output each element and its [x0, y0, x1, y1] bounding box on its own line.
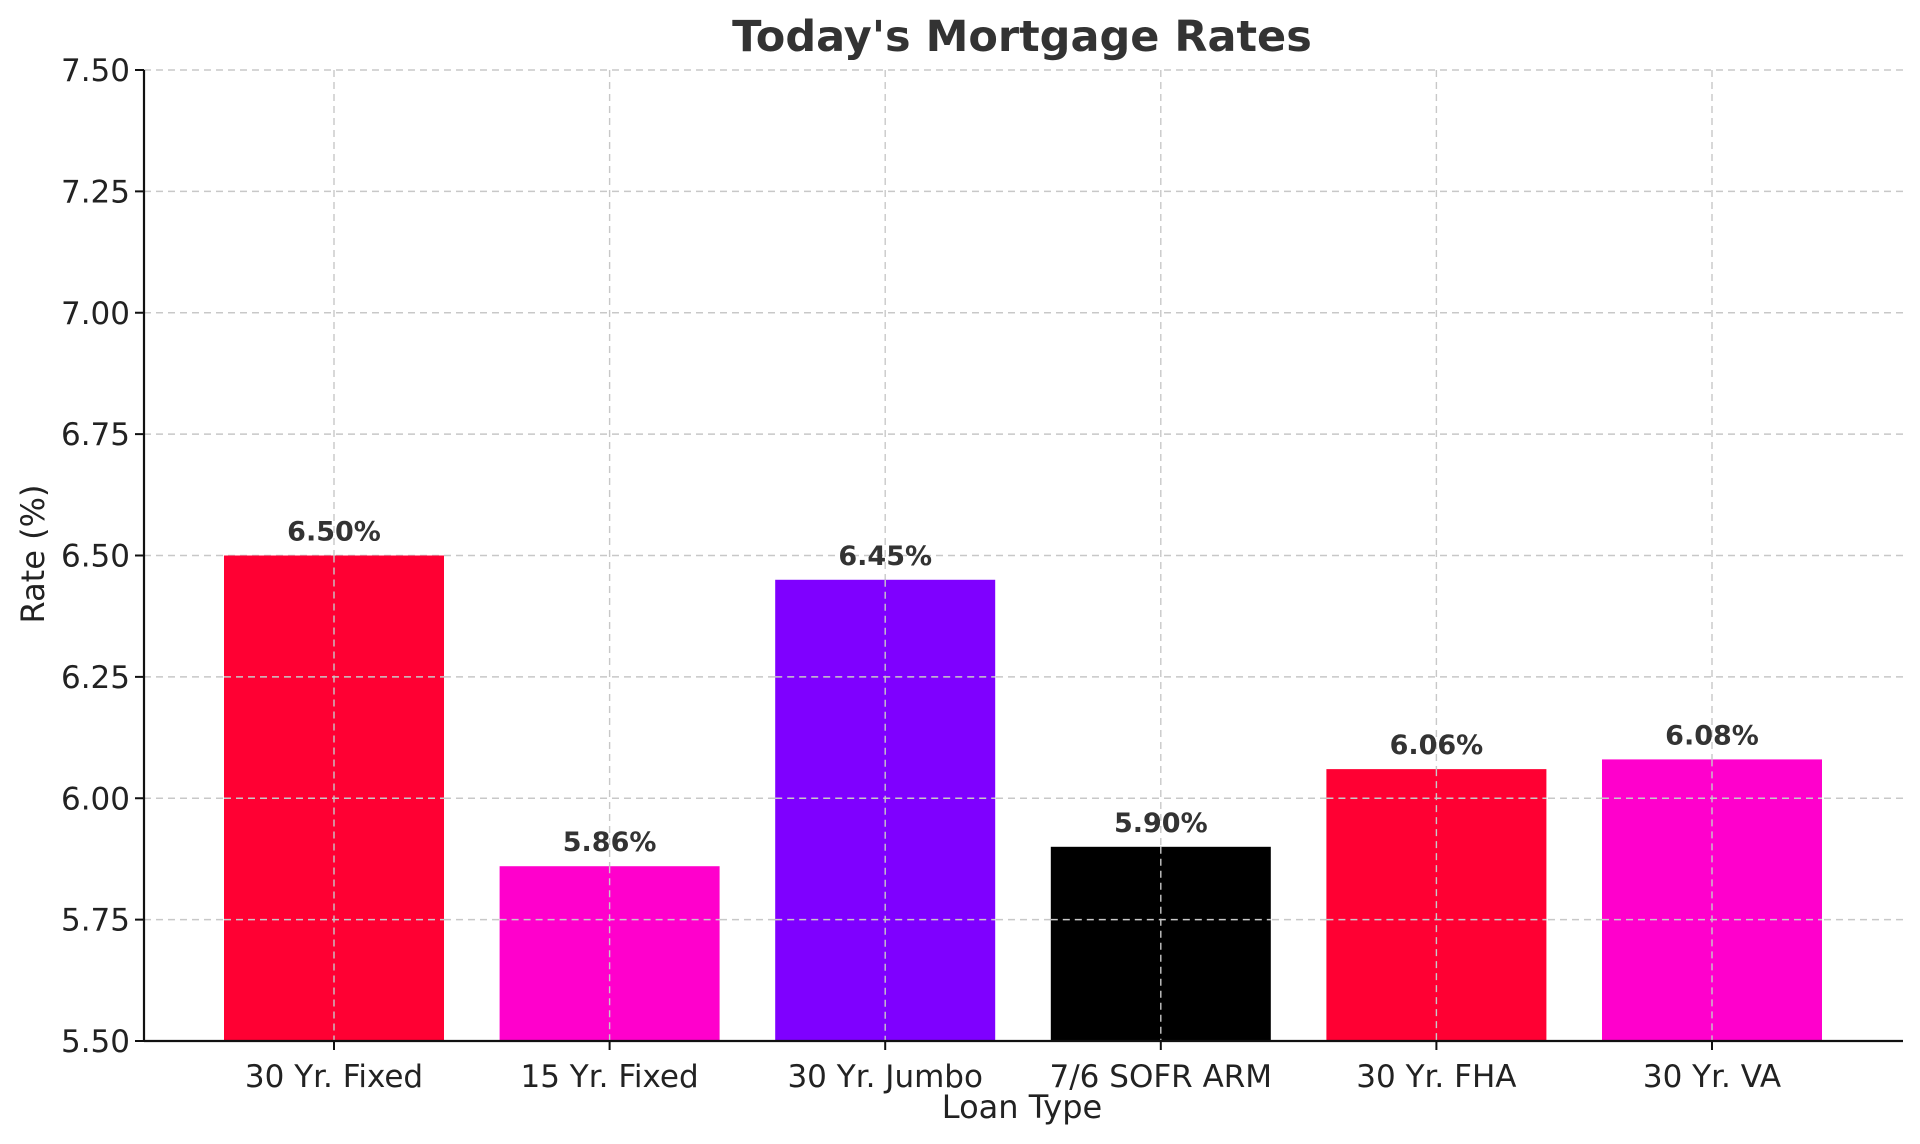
- bar-value-label: 6.45%: [838, 541, 932, 572]
- chart-title: Today's Mortgage Rates: [732, 12, 1312, 62]
- bar-value-label: 6.06%: [1390, 730, 1484, 761]
- label-layer: 5.50 5.75 6.00 6.25 6.50 6.75 7.00 7.25 7.50 6.50…: [61, 53, 1781, 1095]
- x-tick-label: 30 Yr. Fixed: [245, 1059, 423, 1095]
- x-tick-label: 30 Yr. Jumbo: [787, 1059, 982, 1095]
- y-tick-label: 6.50: [61, 539, 130, 575]
- y-tick-label: 6.00: [61, 781, 130, 817]
- x-tick-label: 7/6 SOFR ARM: [1050, 1059, 1273, 1095]
- axis-layer: [135, 69, 1903, 1050]
- y-tick-label: 5.75: [61, 903, 130, 939]
- x-tick-label: 15 Yr. Fixed: [521, 1059, 699, 1095]
- bar-value-label: 6.08%: [1665, 720, 1759, 751]
- y-tick-label: 6.25: [61, 660, 130, 696]
- x-axis-label: Loan Type: [942, 1088, 1102, 1126]
- y-tick-label: 7.00: [61, 296, 130, 332]
- y-tick-label: 6.75: [61, 417, 130, 453]
- bar-value-label: 6.50%: [287, 517, 381, 548]
- y-tick-label: 5.50: [61, 1024, 130, 1060]
- x-tick-label: 30 Yr. FHA: [1356, 1059, 1516, 1095]
- bar-layer: [224, 555, 1822, 1042]
- y-tick-label: 7.50: [61, 53, 130, 89]
- x-tick-label: 30 Yr. VA: [1643, 1059, 1781, 1095]
- bar-value-label: 5.90%: [1114, 808, 1208, 839]
- y-tick-label: 7.25: [61, 174, 130, 210]
- y-axis-label: Rate (%): [14, 485, 52, 624]
- bar-value-label: 5.86%: [563, 827, 657, 858]
